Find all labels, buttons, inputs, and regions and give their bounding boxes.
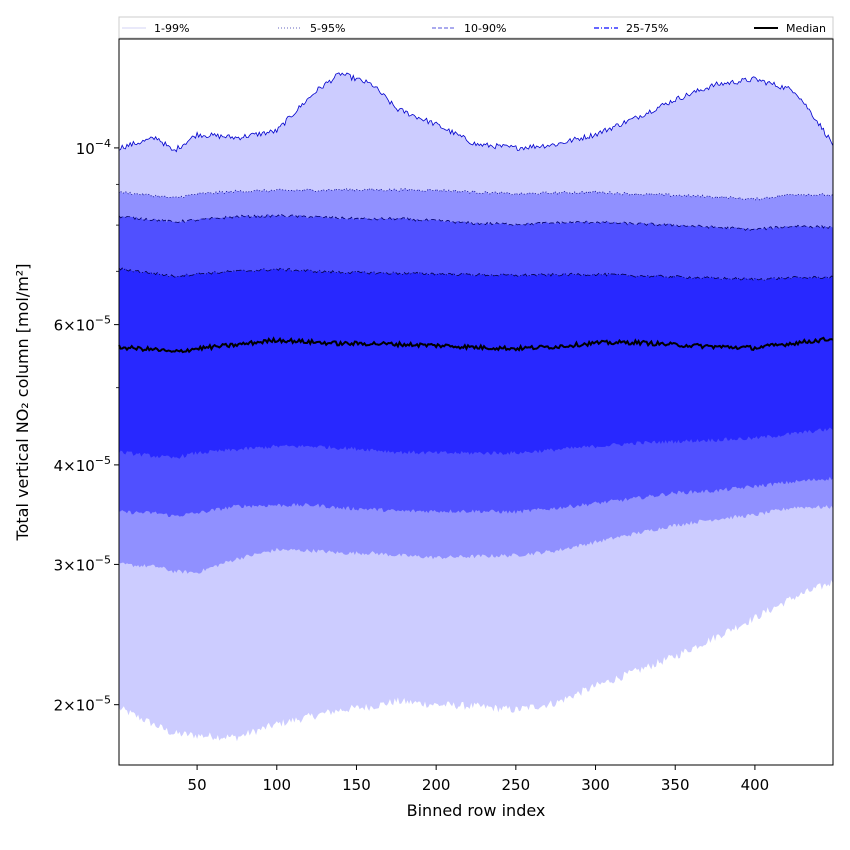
legend-frame <box>118 16 834 39</box>
y-tick-exponent: −5 <box>95 314 111 327</box>
y-tick-label: 10−4 <box>76 137 111 158</box>
y-tick-base: 10 <box>76 317 95 335</box>
y-tick-base: 10 <box>76 140 95 158</box>
y-tick-times: × <box>63 556 76 574</box>
x-tick-label: 50 <box>188 776 207 794</box>
axes <box>118 38 834 766</box>
band-5-95%-upper-line <box>118 187 834 202</box>
legend-label: Median <box>786 22 826 35</box>
y-axis-title: Total vertical NO₂ column [mol/m²] <box>13 264 32 542</box>
y-tick-label: 2×10−5 <box>54 694 111 715</box>
x-axis-title: Binned row index <box>407 801 546 820</box>
band-edge-lines <box>118 72 834 282</box>
y-tick-mantissa: 2 <box>54 697 64 715</box>
y-tick-exponent: −4 <box>95 137 111 150</box>
y-tick-mantissa: 4 <box>54 457 64 475</box>
x-tick-label: 300 <box>581 776 610 794</box>
y-tick-mantissa: 3 <box>54 556 64 574</box>
band-25-75%-upper-line <box>118 267 834 282</box>
y-axis-ticks: 2×10−53×10−54×10−56×10−510−4 <box>54 137 119 715</box>
y-tick-label: 4×10−5 <box>54 454 111 475</box>
y-tick-times: × <box>63 317 76 335</box>
x-tick-label: 250 <box>502 776 531 794</box>
band-25-75%-area <box>119 267 833 459</box>
y-tick-base: 10 <box>76 457 95 475</box>
y-tick-times: × <box>63 697 76 715</box>
band-1-99%-upper-line <box>118 72 834 153</box>
y-tick-mantissa: 6 <box>54 317 64 335</box>
median-line <box>118 336 834 354</box>
y-tick-exponent: −5 <box>95 553 111 566</box>
median-series <box>118 336 834 354</box>
percentile-bands <box>119 72 833 742</box>
legend-label: 1-99% <box>154 22 189 35</box>
legend-label: 5-95% <box>310 22 345 35</box>
x-tick-label: 100 <box>262 776 291 794</box>
x-tick-label: 400 <box>741 776 770 794</box>
y-tick-label: 3×10−5 <box>54 553 111 574</box>
y-tick-exponent: −5 <box>95 454 111 467</box>
legend-label: 25-75% <box>626 22 668 35</box>
x-tick-label: 150 <box>342 776 371 794</box>
x-tick-label: 350 <box>661 776 690 794</box>
x-tick-label: 200 <box>422 776 451 794</box>
y-tick-base: 10 <box>76 697 95 715</box>
y-tick-times: × <box>63 457 76 475</box>
legend-label: 10-90% <box>464 22 506 35</box>
band-10-90%-upper-line <box>118 214 834 231</box>
x-axis-ticks: 50 100 150 200 250 300 350 400 <box>188 765 770 794</box>
y-tick-exponent: −5 <box>95 694 111 707</box>
y-tick-base: 10 <box>76 556 95 574</box>
y-tick-label: 6×10−5 <box>54 314 111 335</box>
plot-frame <box>118 38 834 766</box>
legend: 1-99% 5-95% 10-90% 25-75% Median <box>118 16 834 39</box>
